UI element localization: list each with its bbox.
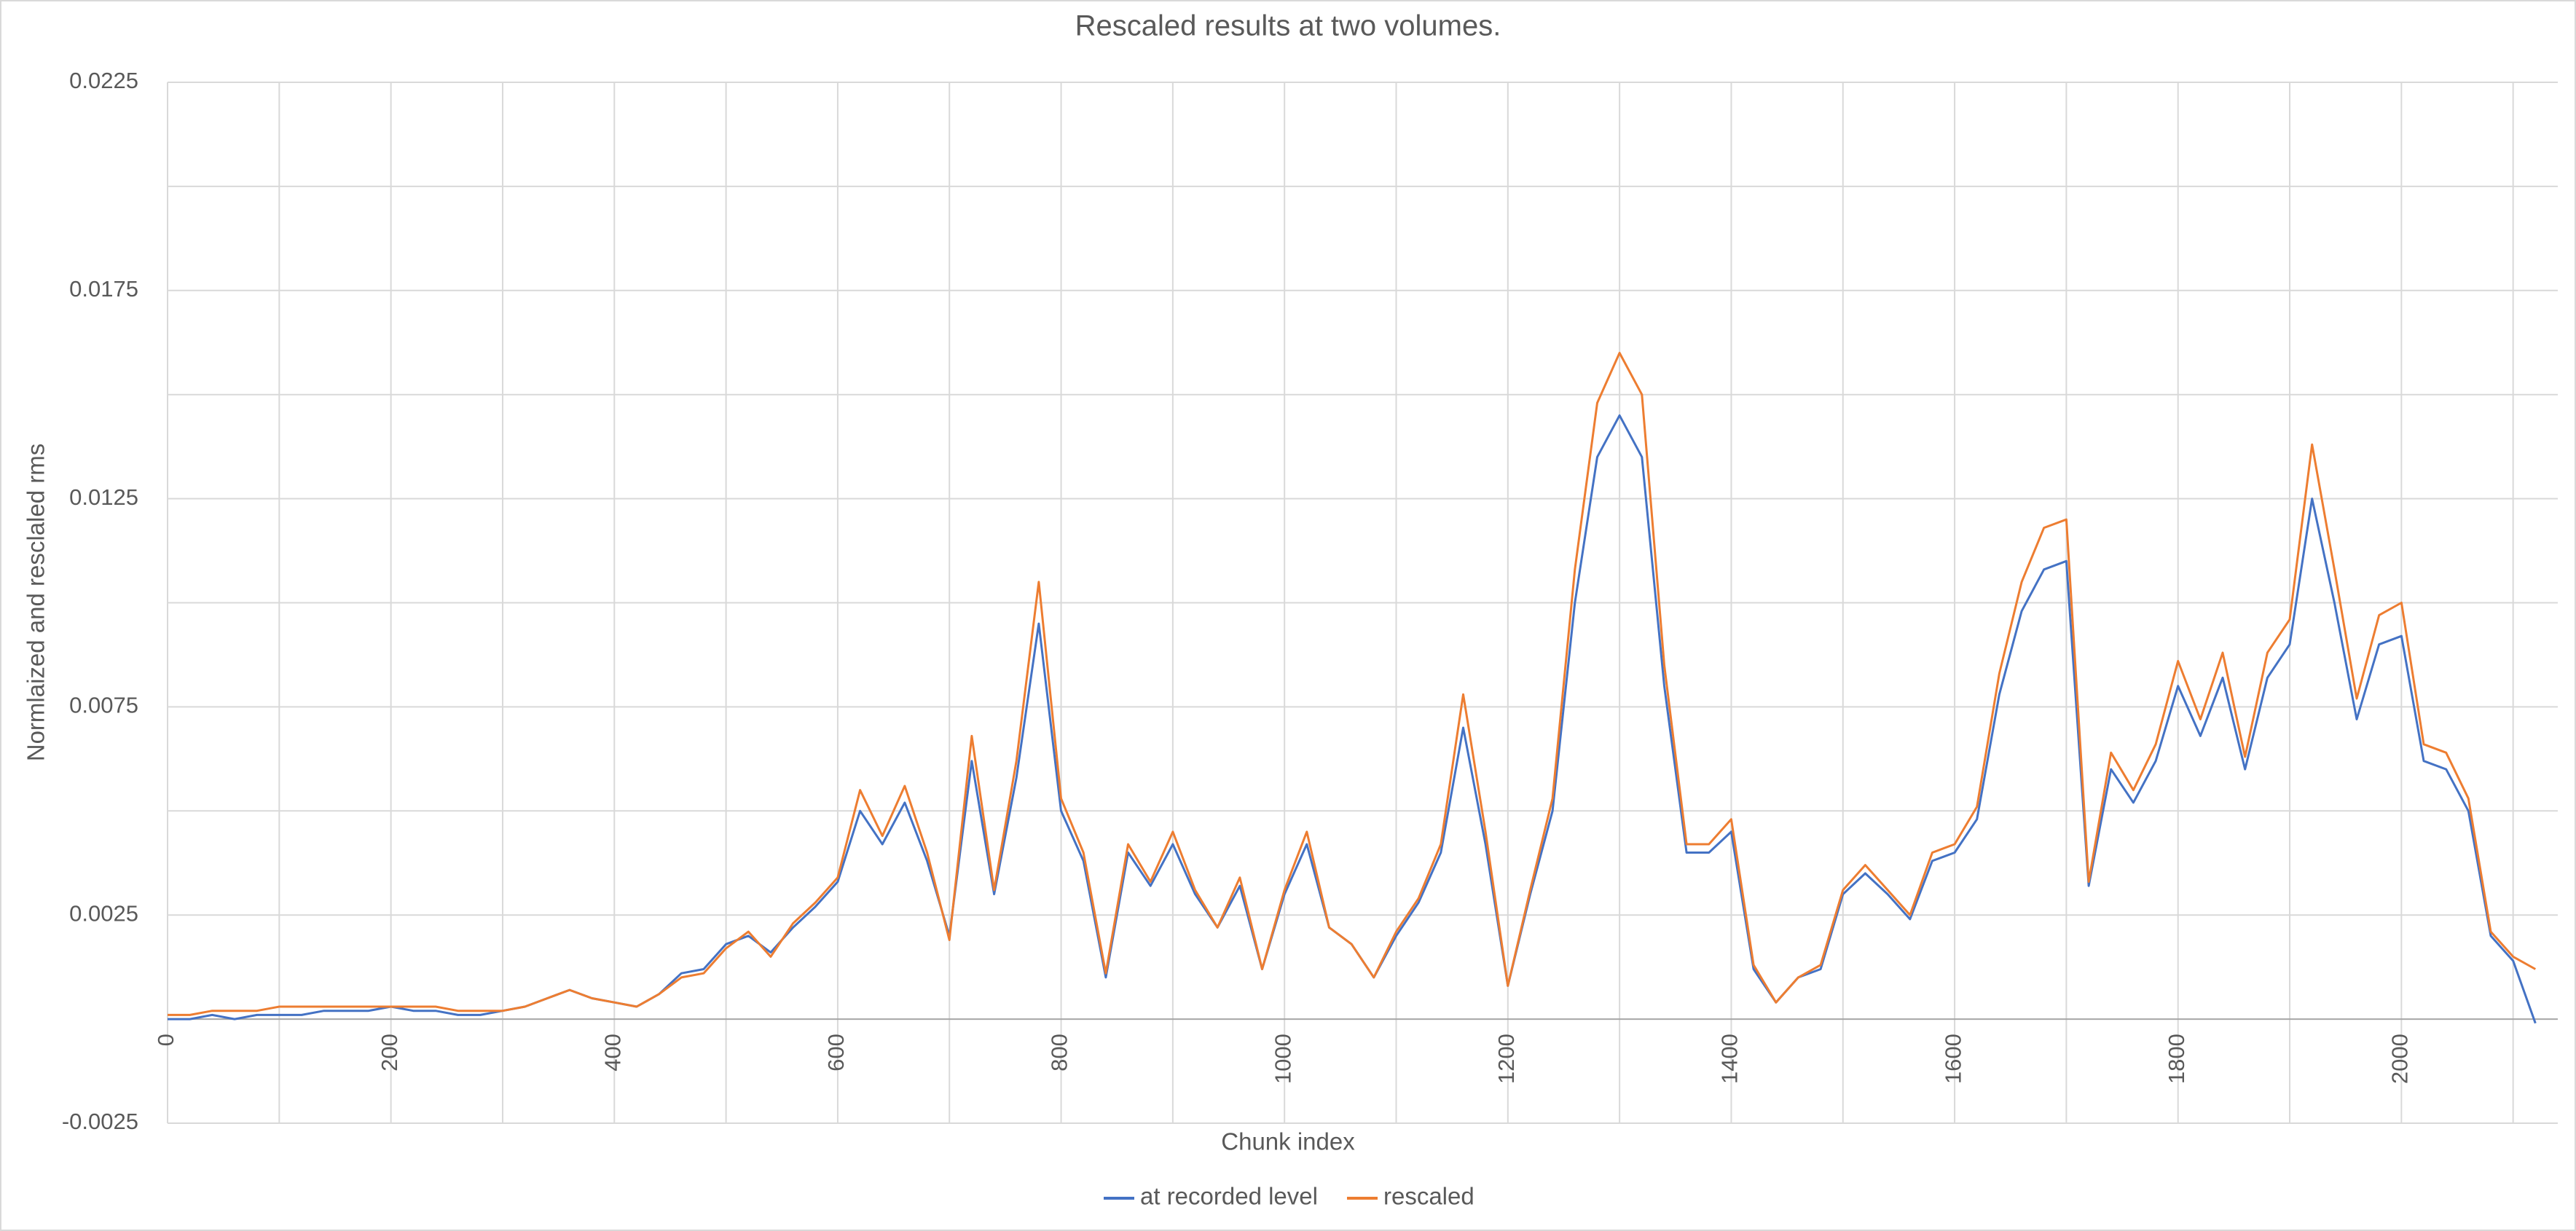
y-tick-label: -0.0025 bbox=[62, 1109, 138, 1134]
x-tick-label: 2000 bbox=[2387, 1034, 2413, 1084]
y-tick-label: 0.0075 bbox=[69, 693, 138, 718]
y-tick-label: 0.0125 bbox=[69, 484, 138, 510]
x-tick-label: 600 bbox=[823, 1034, 849, 1071]
x-tick-label: 200 bbox=[377, 1034, 402, 1071]
x-tick-label: 1200 bbox=[1493, 1034, 1519, 1084]
x-tick-label: 800 bbox=[1047, 1034, 1072, 1071]
legend-label: rescaled bbox=[1383, 1183, 1474, 1210]
y-tick-label: 0.0225 bbox=[69, 68, 138, 93]
x-axis-title: Chunk index bbox=[1221, 1128, 1355, 1155]
chart-title: Rescaled results at two volumes. bbox=[1075, 10, 1501, 42]
y-tick-label: 0.0025 bbox=[69, 900, 138, 926]
x-tick-label: 1000 bbox=[1270, 1034, 1295, 1084]
x-tick-label: 1600 bbox=[1940, 1034, 1966, 1084]
x-tick-label: 400 bbox=[600, 1034, 625, 1071]
y-axis-title: Normlaized and resclaled rms bbox=[23, 444, 50, 762]
x-tick-label: 1400 bbox=[1717, 1034, 1743, 1084]
x-tick-label: 1800 bbox=[2164, 1034, 2189, 1084]
legend-label: at recorded level bbox=[1140, 1183, 1318, 1210]
x-tick-label: 0 bbox=[153, 1034, 178, 1046]
series-line bbox=[168, 352, 2537, 1016]
y-tick-label: 0.0175 bbox=[69, 276, 138, 302]
